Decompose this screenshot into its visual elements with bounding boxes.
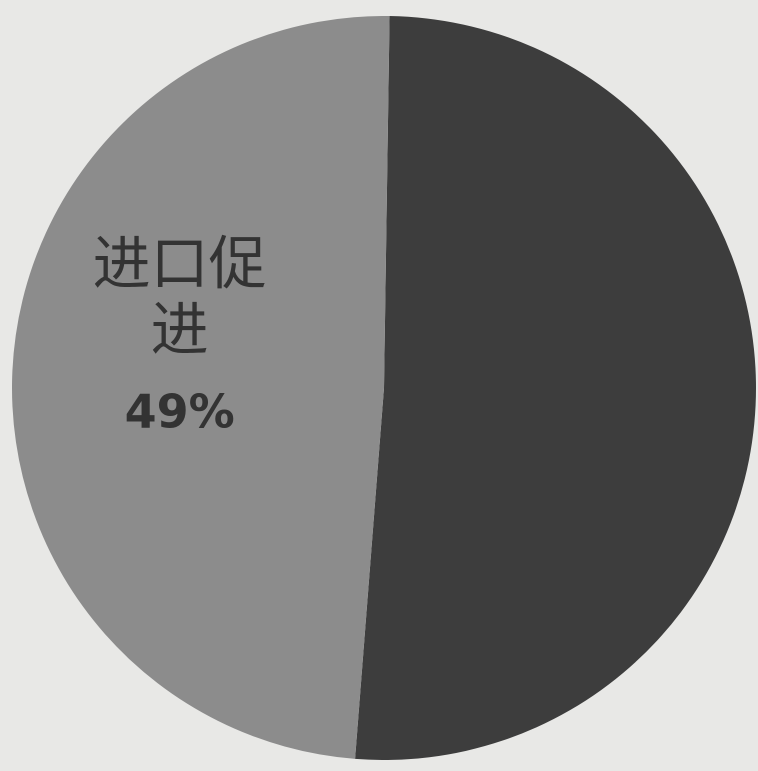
pie-slice-2 — [11, 15, 390, 759]
slice-label-line-2: 进 — [151, 296, 209, 364]
pie-slice-1 — [355, 16, 756, 760]
slice-label-line-1: 进口促 — [93, 230, 267, 298]
slice-percent-label: 49% — [125, 385, 235, 439]
slice-label-2: 进口促进 49% — [93, 230, 267, 439]
